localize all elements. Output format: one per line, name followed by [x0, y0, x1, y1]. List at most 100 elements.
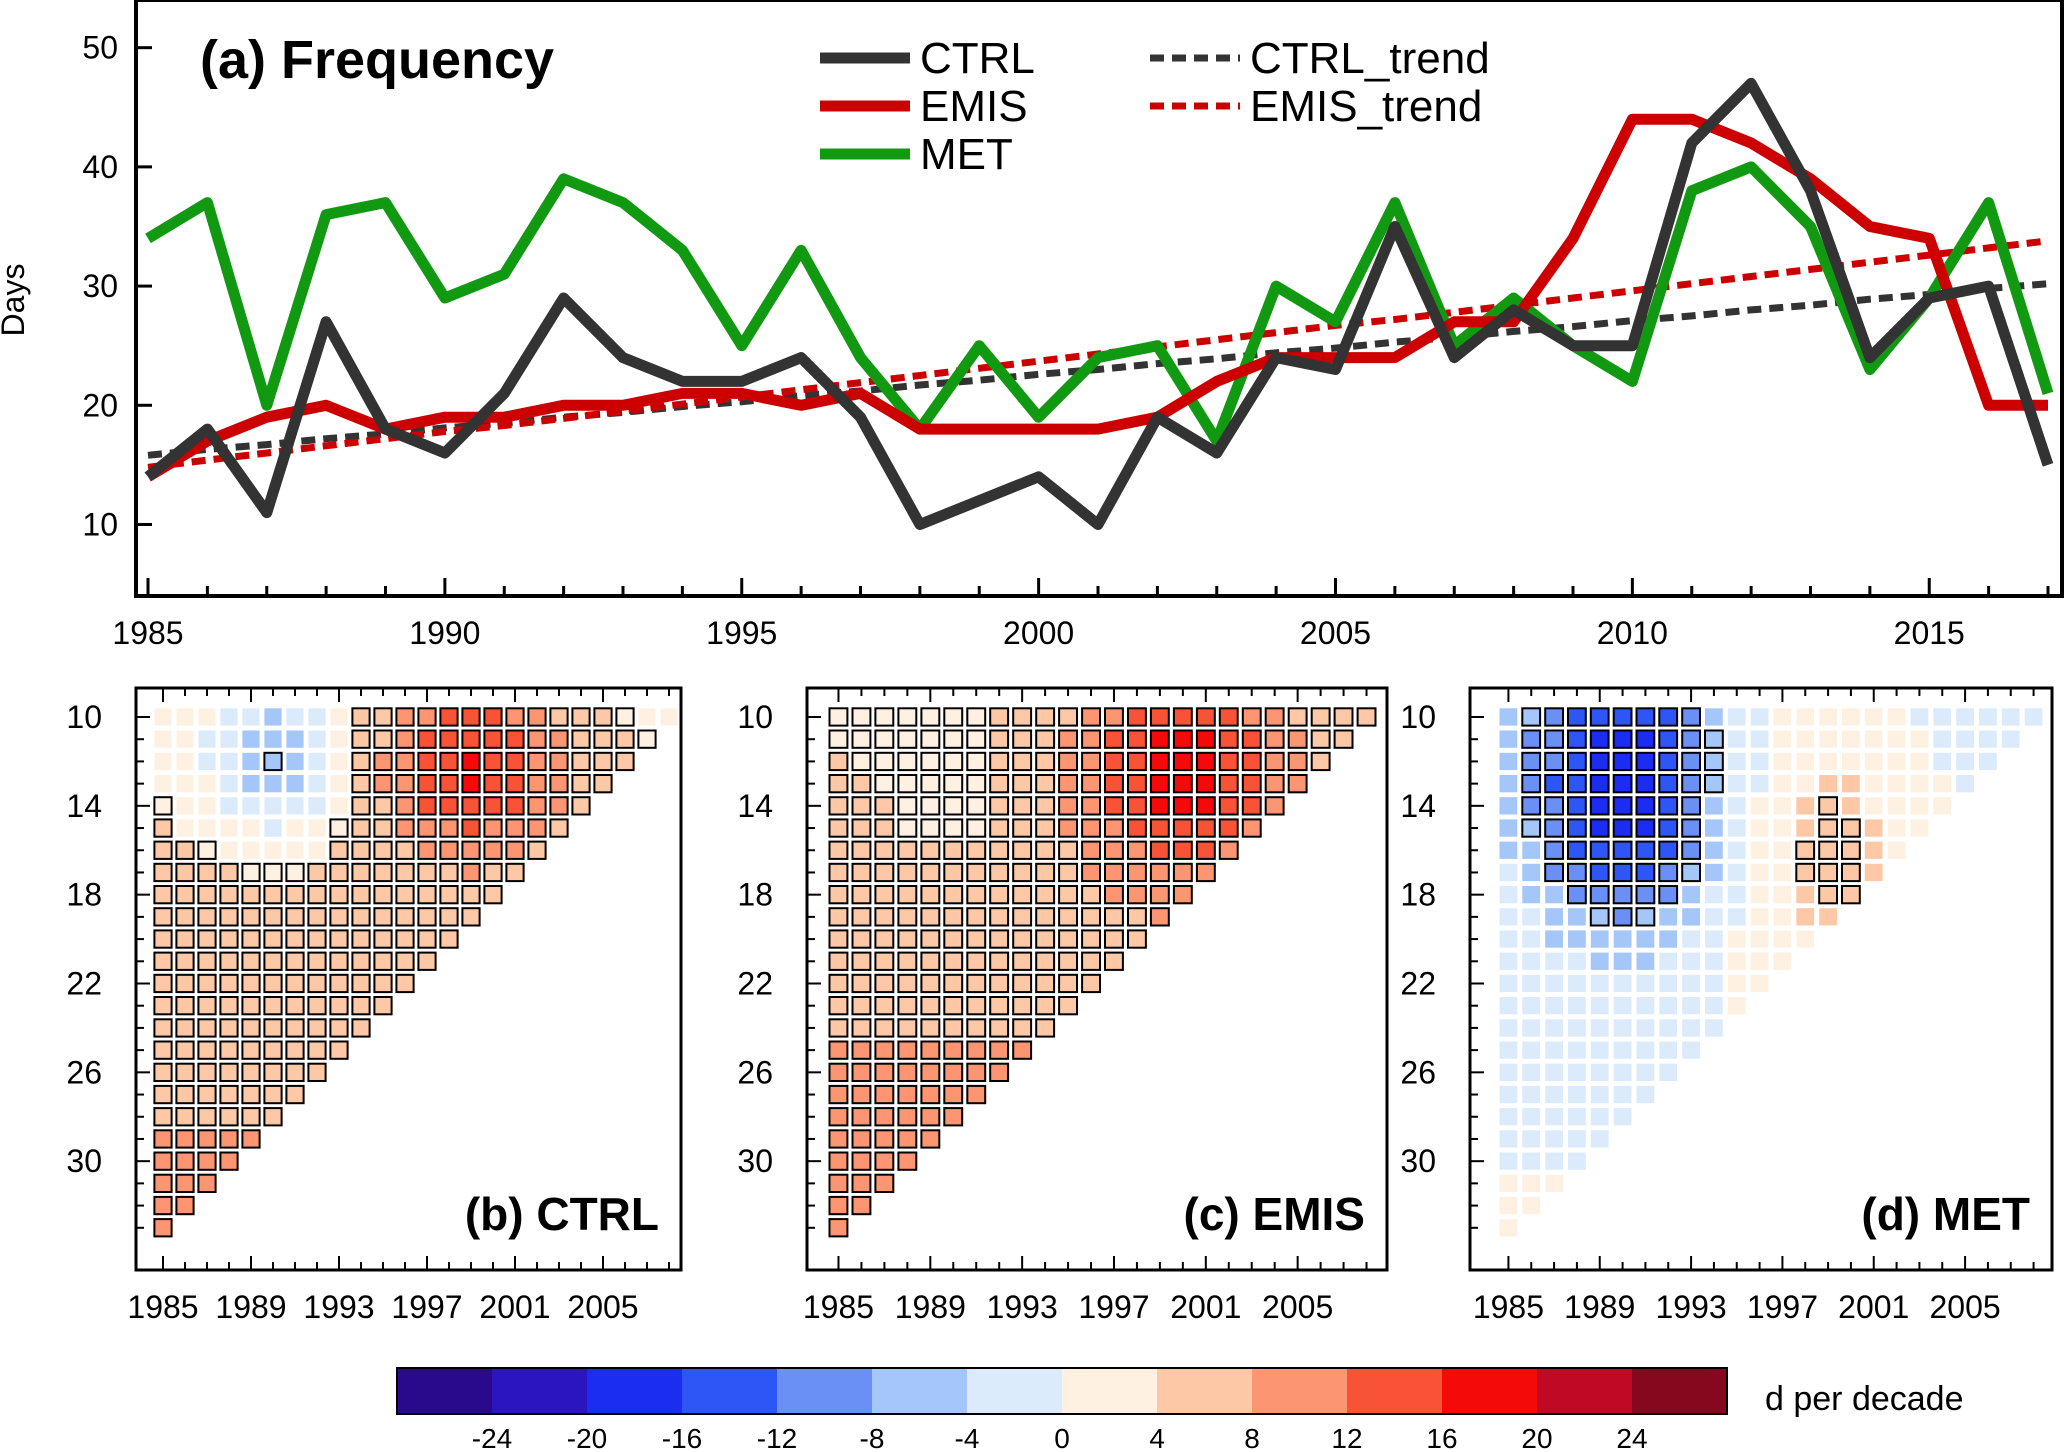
heatmap-cell [1522, 1063, 1541, 1081]
heatmap-cell [153, 929, 173, 949]
heatmap-cell [549, 796, 569, 816]
heatmap-cell [351, 885, 371, 905]
heatmap-cell [637, 729, 657, 749]
heatmap-cell [329, 818, 349, 838]
heatmap-cell [874, 1107, 895, 1127]
heatmap-cell [549, 774, 569, 794]
heatmap-cell [1750, 886, 1769, 904]
heatmap-cell [197, 1107, 217, 1127]
heatmap-cell [351, 796, 371, 816]
heatmap-axes: 1985 1989 1993 1997 2001 2005 10 14 18 22 26 30 [1400, 688, 2035, 1325]
heatmap-cell [851, 1084, 872, 1105]
heatmap-cell [1012, 729, 1033, 749]
heatmap-cell [897, 907, 918, 927]
heatmap-cell [1613, 1019, 1632, 1037]
heatmap-cell [1035, 840, 1056, 860]
heatmap-cell [828, 885, 849, 905]
heatmap-cell [943, 1040, 964, 1060]
heatmap-cell [197, 996, 217, 1016]
heatmap-cell [828, 907, 849, 927]
heatmap-cell [527, 796, 547, 816]
heatmap-cell [1012, 996, 1033, 1016]
y-tick-label: 18 [737, 877, 773, 913]
heatmap-cell [1012, 951, 1033, 971]
colorbar-swatch [872, 1368, 968, 1414]
heatmap-cell [851, 1018, 872, 1038]
heatmap-cell [1149, 729, 1170, 749]
heatmap-cell [1659, 930, 1678, 948]
heatmap-cell [920, 774, 941, 794]
heatmap-cell [1704, 751, 1724, 772]
y-tick-label: 40 [82, 149, 118, 185]
heatmap-cell [308, 797, 326, 815]
heatmap-cell [851, 729, 872, 749]
heatmap-cell [1104, 862, 1124, 883]
heatmap-cell [828, 951, 849, 971]
colorbar-tick-label: -4 [955, 1423, 980, 1452]
heatmap-cell [828, 862, 849, 883]
heatmap-cell [1796, 708, 1815, 726]
heatmap-cell [1218, 751, 1239, 772]
heatmap-cell [1499, 1130, 1518, 1148]
heatmap-cell [1545, 1152, 1563, 1170]
heatmap-cell [1127, 707, 1147, 727]
heatmap-cell [943, 840, 964, 860]
heatmap-cell [1058, 707, 1078, 727]
heatmap-cell [851, 751, 872, 772]
heatmap-cell [483, 751, 503, 772]
heatmap-cell [1172, 862, 1193, 883]
heatmap-cell [197, 1129, 217, 1149]
heatmap-cell [1333, 729, 1354, 749]
y-tick-label: 14 [737, 788, 773, 824]
heatmap-cell [263, 1040, 283, 1060]
heatmap-cell [1659, 1019, 1678, 1037]
heatmap-cell [1910, 752, 1929, 771]
heatmap-cell [153, 1107, 173, 1127]
heatmap-cell [851, 951, 872, 971]
heatmap-cell [263, 996, 283, 1016]
heatmap-cell [1956, 775, 1974, 793]
heatmap-cell [989, 973, 1010, 994]
heatmap-cell [395, 707, 415, 727]
heatmap-cell [307, 996, 327, 1016]
heatmap-cell [330, 797, 348, 815]
x-tick-label: 1985 [112, 615, 183, 651]
heatmap-cell [241, 862, 261, 883]
heatmap-cell [1773, 819, 1792, 837]
heatmap-cell [1864, 752, 1883, 771]
heatmap-cell [1104, 840, 1124, 860]
heatmap-cell [505, 729, 525, 749]
heatmap-cell [1590, 974, 1609, 993]
heatmap-cell [1544, 818, 1564, 838]
heatmap-cell [920, 729, 941, 749]
heatmap-cell [483, 840, 503, 860]
heatmap-title: (b) CTRL [465, 1188, 659, 1240]
heatmap-cell [1773, 752, 1792, 771]
heatmap-cell [1636, 952, 1655, 970]
heatmap-cell [966, 907, 987, 927]
heatmap-cell [1636, 974, 1655, 993]
heatmap-cell [966, 951, 987, 971]
heatmap-cell [1544, 862, 1564, 883]
heatmap-cell [461, 751, 481, 772]
heatmap-cell [897, 796, 918, 816]
heatmap-cell [920, 840, 941, 860]
heatmap-cell [966, 796, 987, 816]
heatmap-cell [351, 951, 371, 971]
heatmap-cell [966, 996, 987, 1016]
heatmap-cell [1773, 775, 1792, 793]
heatmap-cell [175, 929, 195, 949]
heatmap-cell [1773, 886, 1792, 904]
heatmap-cell [241, 1062, 261, 1082]
heatmap-cell [417, 840, 437, 860]
legend-label-ctrl-trend: CTRL_trend [1250, 34, 1490, 83]
heatmap-cell [966, 929, 987, 949]
heatmap-cell [1910, 730, 1929, 748]
heatmap-cell [461, 862, 481, 883]
heatmap-cell [920, 707, 941, 727]
heatmap-cell [1750, 952, 1769, 970]
heatmap-cell [1545, 886, 1563, 904]
heatmap-cell [439, 929, 459, 949]
heatmap-cell [1727, 730, 1746, 748]
colorbar-tick-label: 16 [1426, 1423, 1457, 1452]
